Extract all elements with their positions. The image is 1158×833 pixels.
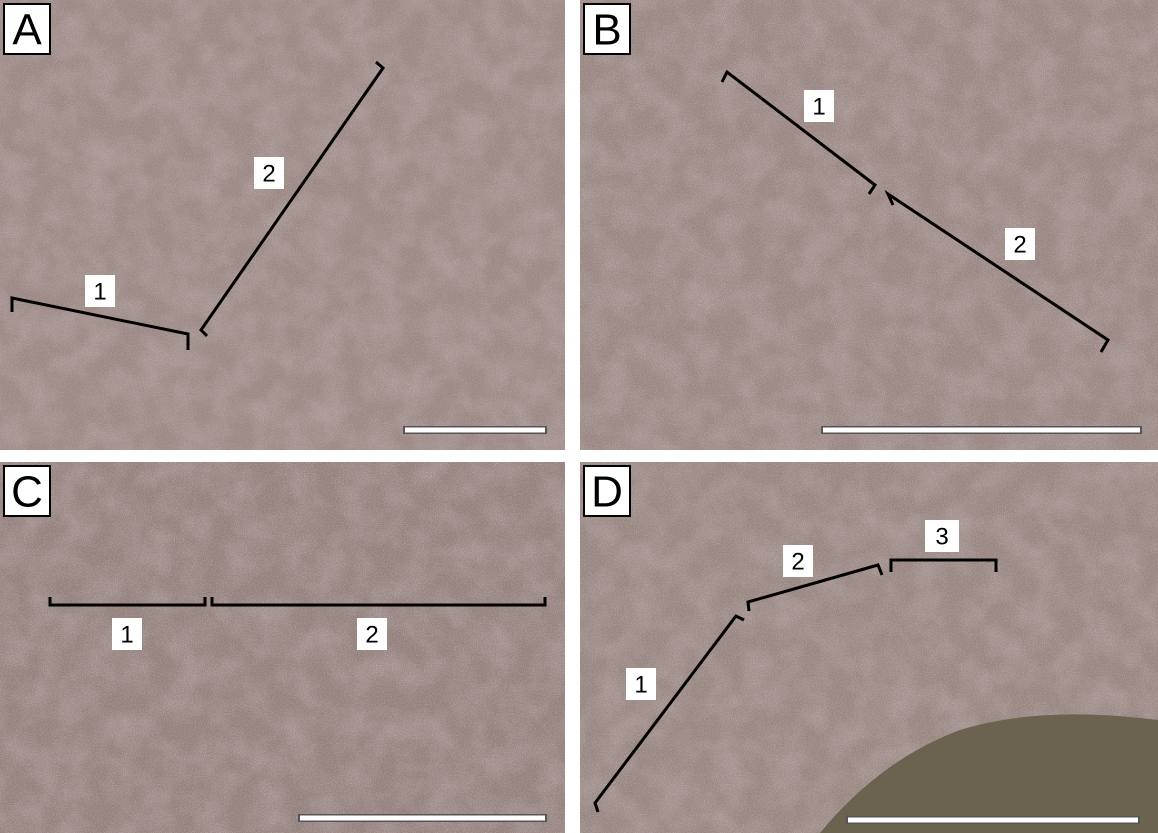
segment-label: 2 (262, 161, 275, 188)
panel-letter: C (11, 468, 43, 517)
segment-label: 1 (634, 672, 647, 699)
segment-label: 2 (791, 549, 804, 576)
segment-label: 1 (93, 279, 106, 306)
segment-label: 1 (812, 94, 825, 121)
panel-b (580, 0, 1158, 450)
panel-d (580, 462, 1158, 833)
segment-label: 2 (365, 622, 378, 649)
segment-label: 1 (120, 622, 133, 649)
segment-label: 2 (1013, 232, 1026, 259)
panel-c (0, 462, 565, 833)
panel-letter: A (12, 6, 42, 55)
panel-a (0, 0, 565, 450)
panel-letter: D (591, 468, 623, 517)
figure: A B C D 1 2 1 2 1 2 1 2 3 (0, 0, 1158, 833)
segment-label: 3 (935, 524, 948, 551)
panel-letter: B (592, 6, 621, 55)
